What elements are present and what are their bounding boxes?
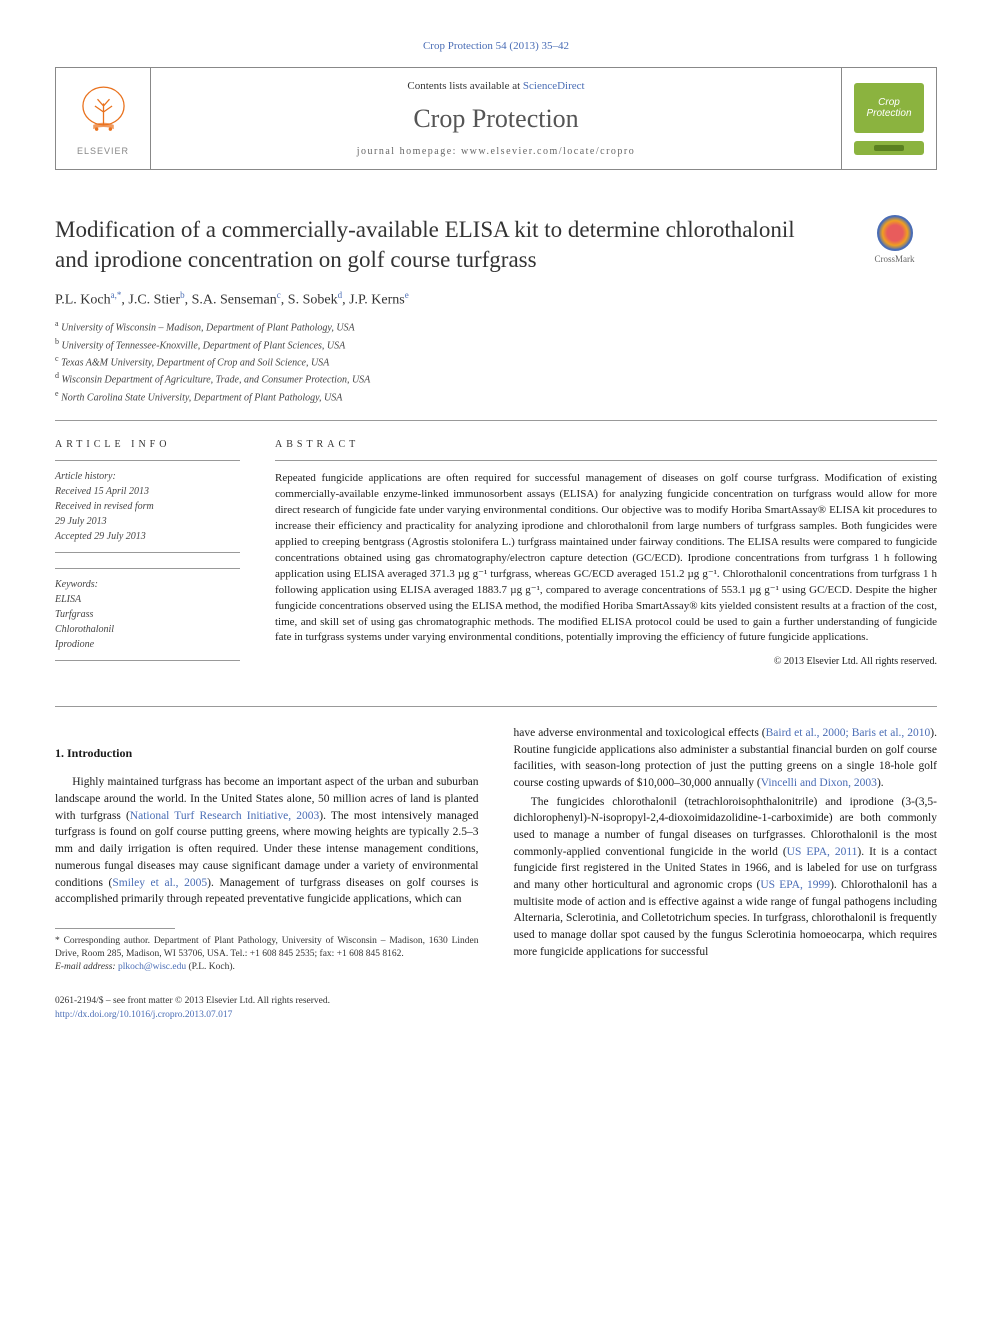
sciencedirect-link[interactable]: ScienceDirect <box>523 80 585 92</box>
cp-line1: Crop <box>878 97 900 108</box>
contents-prefix: Contents lists available at <box>407 80 522 92</box>
journal-name: Crop Protection <box>413 104 578 134</box>
affiliation-line: c Texas A&M University, Department of Cr… <box>55 353 937 370</box>
crossmark-label: CrossMark <box>875 254 915 264</box>
journal-header: ELSEVIER Contents lists available at Sci… <box>55 67 937 170</box>
contents-line: Contents lists available at ScienceDirec… <box>407 80 584 92</box>
intro-paragraph-1-cont: have adverse environmental and toxicolog… <box>514 725 938 792</box>
history-line: 29 July 2013 <box>55 514 240 529</box>
intro-paragraph-1: Highly maintained turfgrass has become a… <box>55 774 479 907</box>
keyword: ELISA <box>55 592 240 607</box>
email-who: (P.L. Koch). <box>186 962 235 972</box>
citation-link[interactable]: US EPA, 2011 <box>787 846 858 858</box>
affiliation-line: a University of Wisconsin – Madison, Dep… <box>55 318 937 335</box>
keywords-block: Keywords: ELISATurfgrassChlorothalonilIp… <box>55 568 240 661</box>
header-center: Contents lists available at ScienceDirec… <box>151 68 841 169</box>
footnote-separator <box>55 928 175 929</box>
publisher-logo-area: ELSEVIER <box>56 68 151 169</box>
history-header: Article history: <box>55 469 240 484</box>
keyword: Chlorothalonil <box>55 622 240 637</box>
email-label: E-mail address: <box>55 962 118 972</box>
corresponding-author: * Corresponding author. Department of Pl… <box>55 935 479 962</box>
cp-bar-icon <box>854 141 924 155</box>
cp-cover-icon: Crop Protection <box>854 83 924 133</box>
crossmark-badge[interactable]: CrossMark <box>852 215 937 264</box>
citation-link[interactable]: Smiley et al., 2005 <box>112 877 207 889</box>
email-line: E-mail address: plkoch@wisc.edu (P.L. Ko… <box>55 961 479 974</box>
article-history: Article history: Received 15 April 2013R… <box>55 460 240 553</box>
section-1-title: 1. Introduction <box>55 745 479 762</box>
email-link[interactable]: plkoch@wisc.edu <box>118 962 186 972</box>
divider <box>55 706 937 707</box>
affiliation-line: d Wisconsin Department of Agriculture, T… <box>55 370 937 387</box>
history-line: Received in revised form <box>55 499 240 514</box>
divider <box>55 420 937 421</box>
elsevier-tree-icon <box>76 82 131 142</box>
journal-cover-area: Crop Protection <box>841 68 936 169</box>
footnotes: * Corresponding author. Department of Pl… <box>55 935 479 975</box>
abstract-column: ABSTRACT Repeated fungicide applications… <box>275 439 937 676</box>
affiliations: a University of Wisconsin – Madison, Dep… <box>55 318 937 405</box>
journal-homepage[interactable]: journal homepage: www.elsevier.com/locat… <box>357 146 636 157</box>
text: have adverse environmental and toxicolog… <box>514 727 766 739</box>
doi-link[interactable]: http://dx.doi.org/10.1016/j.cropro.2013.… <box>55 1009 479 1023</box>
article-title: Modification of a commercially-available… <box>55 215 832 275</box>
article-info-column: ARTICLE INFO Article history: Received 1… <box>55 439 240 676</box>
bottom-meta: 0261-2194/$ – see front matter © 2013 El… <box>55 995 479 1023</box>
abstract-label: ABSTRACT <box>275 439 937 450</box>
citation-link[interactable]: Vincelli and Dixon, 2003 <box>761 777 877 789</box>
issn-line: 0261-2194/$ – see front matter © 2013 El… <box>55 995 479 1009</box>
history-line: Received 15 April 2013 <box>55 484 240 499</box>
affiliation-line: e North Carolina State University, Depar… <box>55 388 937 405</box>
intro-paragraph-2: The fungicides chlorothalonil (tetrachlo… <box>514 794 938 961</box>
history-line: Accepted 29 July 2013 <box>55 529 240 544</box>
keywords-header: Keywords: <box>55 577 240 592</box>
text: ). <box>877 777 884 789</box>
cp-line2: Protection <box>866 108 911 119</box>
abstract-text: Repeated fungicide applications are ofte… <box>275 460 937 646</box>
affiliation-line: b University of Tennessee-Knoxville, Dep… <box>55 336 937 353</box>
publisher-name: ELSEVIER <box>77 146 129 156</box>
authors-line: P.L. Kocha,*, J.C. Stierb, S.A. Senseman… <box>55 290 937 309</box>
article-info-label: ARTICLE INFO <box>55 439 240 450</box>
keyword: Turfgrass <box>55 607 240 622</box>
citation-link[interactable]: Baird et al., 2000; Baris et al., 2010 <box>766 727 931 739</box>
abstract-copyright: © 2013 Elsevier Ltd. All rights reserved… <box>275 656 937 667</box>
right-column: have adverse environmental and toxicolog… <box>514 725 938 1022</box>
crossmark-icon <box>877 215 913 251</box>
citation-link[interactable]: US EPA, 1999 <box>760 879 830 891</box>
left-column: 1. Introduction Highly maintained turfgr… <box>55 725 479 1022</box>
citation-link[interactable]: National Turf Research Initiative, 2003 <box>130 810 319 822</box>
issue-reference[interactable]: Crop Protection 54 (2013) 35–42 <box>55 40 937 52</box>
keyword: Iprodione <box>55 637 240 652</box>
